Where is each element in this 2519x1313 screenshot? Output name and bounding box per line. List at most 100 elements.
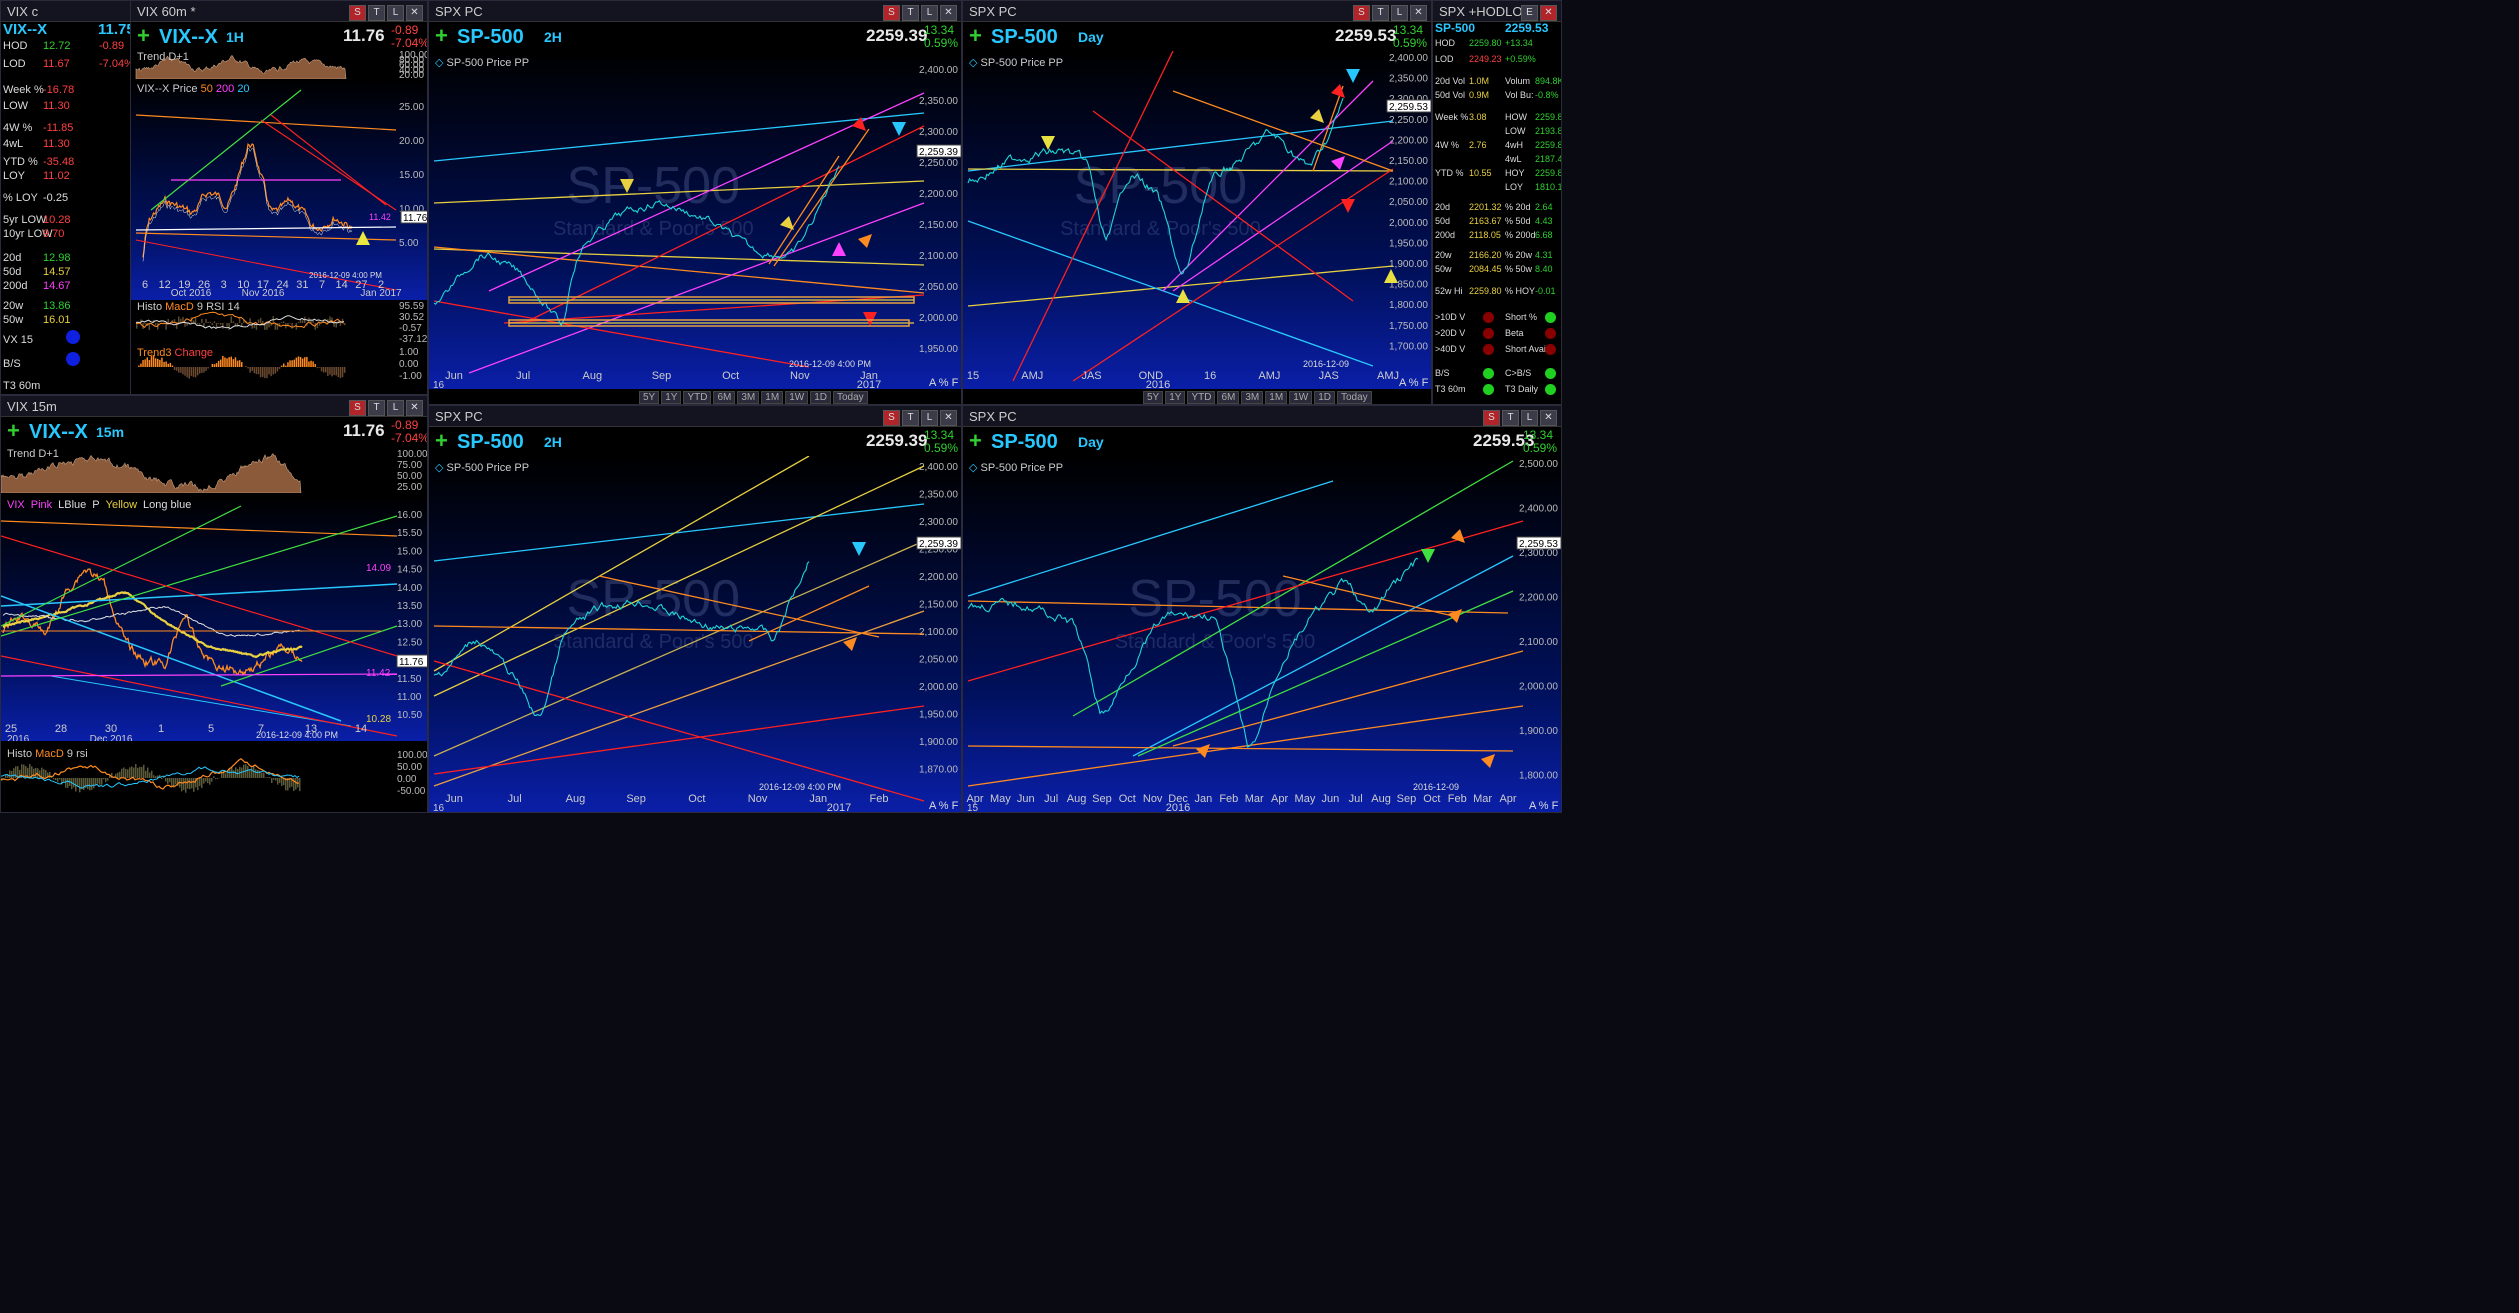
tf-button-6m[interactable]: 6M [1217,391,1240,404]
s-button[interactable]: S [1353,5,1370,21]
wl-row[interactable]: VX 15 [3,334,131,350]
tf-button-today[interactable]: Today [832,391,868,404]
link-button[interactable]: L [921,410,938,426]
tf-button-1w[interactable]: 1W [1289,391,1313,404]
add-icon[interactable]: + [969,23,982,48]
wl-row[interactable]: HOD 12.72 -0.89 [3,40,131,56]
tf-button-1y[interactable]: 1Y [661,391,682,404]
tf-button-ytd[interactable]: YTD [1187,391,1216,404]
close-button[interactable]: ✕ [1540,410,1557,426]
wl-row[interactable]: T3 60m [3,380,131,394]
close-button[interactable]: ✕ [940,5,957,21]
wl-row[interactable]: LOY 11.02 [3,170,131,186]
vix15-period[interactable]: 15m [96,424,125,440]
wl-row[interactable]: 4wL 2187.44 [1435,154,1561,168]
tf-button-1d[interactable]: 1D [1314,391,1335,404]
wl-row[interactable]: 4W % 2.76 4wH 2259.80 [1435,140,1561,154]
wl-row[interactable]: LOW 2193.87 [1435,126,1561,140]
spxday-bot-symbol[interactable]: SP-500 [991,431,1058,453]
wl-row[interactable]: 200d 14.67 [3,280,131,296]
wl-row[interactable]: LOY 1810.10 [1435,182,1561,196]
add-icon[interactable]: + [969,428,982,453]
wl-row[interactable]: YTD % 10.55 HOY 2259.80 [1435,168,1561,182]
wl-row[interactable]: 4wL 11.30 [3,138,131,154]
spxday-top-period[interactable]: Day [1078,29,1104,45]
spx2h-bot-symbol[interactable]: SP-500 [457,431,524,453]
wl-row[interactable]: 50d Vol 0.9M Vol Bu: -0.8% [1435,90,1561,104]
wl-symbol[interactable]: VIX--X [3,21,48,38]
t-button[interactable]: T [902,410,919,426]
tf-button-6m[interactable]: 6M [713,391,736,404]
add-icon[interactable]: + [7,418,20,443]
tf-button-3m[interactable]: 3M [737,391,760,404]
add-icon[interactable]: + [435,428,448,453]
t-button[interactable]: T [902,5,919,21]
add-icon[interactable]: + [137,23,150,48]
wl-row[interactable]: >20D V Beta [1435,328,1561,342]
spxday-top-symbol[interactable]: SP-500 [991,26,1058,48]
link-button[interactable]: L [387,5,404,21]
timeframe-bar[interactable]: 5Y 1Y YTD 6M 3M 1M 1W 1D Today [1143,391,1374,404]
wl-row[interactable]: 5yr LOW 10.28 [3,214,131,230]
wl-row[interactable]: 52w Hi 2259.80% HOY -0.01 [1435,286,1561,300]
wl-row[interactable]: Week % -16.78 [3,84,131,100]
close-button[interactable]: ✕ [406,400,423,416]
close-button[interactable]: ✕ [940,410,957,426]
wl-row[interactable]: Week %3.08 HOW 2259.80 [1435,112,1561,126]
close-button[interactable]: ✕ [406,5,423,21]
wl-row[interactable]: B/S [3,358,131,374]
s-button[interactable]: S [1483,410,1500,426]
close-button[interactable]: ✕ [1540,5,1557,21]
link-button[interactable]: L [387,400,404,416]
spxday-bot-period[interactable]: Day [1078,434,1104,450]
vix15-symbol[interactable]: VIX--X [29,421,88,443]
vix60-period[interactable]: 1H [226,29,244,45]
wl-row[interactable]: 50w 2084.45% 50w 8.40 [1435,264,1561,278]
wl-row[interactable]: 20w 13.86 [3,300,131,316]
wl-row[interactable]: % LOY -0.25 [3,192,131,208]
wl-row[interactable]: 20w 2166.20% 20w 4.31 [1435,250,1561,264]
wl-row[interactable]: LOD 11.67 -7.04% [3,58,134,74]
s-button[interactable]: S [349,5,366,21]
tf-button-5y[interactable]: 5Y [639,391,660,404]
wl-row[interactable]: 20d 2201.32% 20d 2.64 [1435,202,1561,216]
t-button[interactable]: T [1372,5,1389,21]
wl-row[interactable]: HOD 2259.80 +13.34 [1435,38,1561,52]
timeframe-bar[interactable]: 5Y 1Y YTD 6M 3M 1M 1W 1D Today [639,391,870,404]
t-button[interactable]: T [368,5,385,21]
t-button[interactable]: T [368,400,385,416]
wl-row[interactable]: 20d 12.98 [3,252,131,268]
wl-symbol[interactable]: SP-500 [1435,21,1476,35]
wl-row[interactable]: LOW 11.30 [3,100,131,116]
tf-button-1y[interactable]: 1Y [1165,391,1186,404]
wl-row[interactable]: >40D V Short Avail [1435,344,1561,358]
wl-row[interactable]: 4W % -11.85 [3,122,131,138]
add-icon[interactable]: + [435,23,448,48]
vix60-symbol[interactable]: VIX--X [159,26,218,48]
edit-button[interactable]: E [1521,5,1538,21]
tf-button-ytd[interactable]: YTD [683,391,712,404]
s-button[interactable]: S [349,400,366,416]
wl-row[interactable]: 20d Vol 1.0M Volum 894.8K [1435,76,1561,90]
tf-button-1m[interactable]: 1M [761,391,784,404]
tf-button-1d[interactable]: 1D [810,391,831,404]
tf-button-3m[interactable]: 3M [1241,391,1264,404]
wl-row[interactable]: 200d 2118.05 % 200d 6.68 [1435,230,1561,244]
tf-button-1m[interactable]: 1M [1265,391,1288,404]
wl-row[interactable]: T3 60m T3 Daily [1435,384,1561,398]
wl-row[interactable]: 50d 2163.67% 50d 4.43 [1435,216,1561,230]
tf-button-today[interactable]: Today [1336,391,1372,404]
tf-button-1w[interactable]: 1W [785,391,809,404]
spx2h-top-symbol[interactable]: SP-500 [457,26,524,48]
t-button[interactable]: T [1502,410,1519,426]
tf-button-5y[interactable]: 5Y [1143,391,1164,404]
wl-row[interactable]: 50w 16.01 [3,314,131,330]
spx2h-bot-period[interactable]: 2H [544,434,562,450]
wl-row[interactable]: 50d 14.57 [3,266,131,282]
link-button[interactable]: L [921,5,938,21]
spx2h-top-period[interactable]: 2H [544,29,562,45]
wl-row[interactable]: B/S C>B/S [1435,368,1561,382]
wl-row[interactable]: >10D V Short % [1435,312,1561,326]
wl-row[interactable]: YTD % -35.48 [3,156,131,172]
close-button[interactable]: ✕ [1410,5,1427,21]
